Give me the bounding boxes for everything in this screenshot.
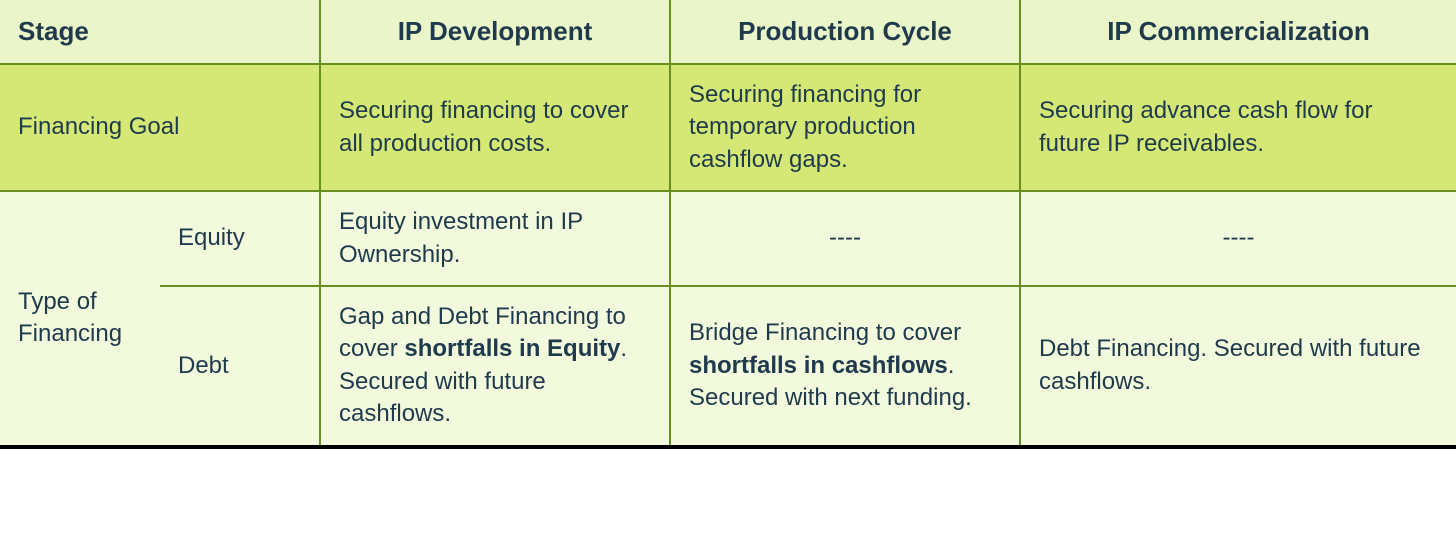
col-ip-commercialization: IP Commercialization: [1020, 0, 1456, 64]
row-label-financing-goal: Financing Goal: [0, 64, 320, 191]
table-header-row: Stage IP Development Production Cycle IP…: [0, 0, 1456, 64]
row-financing-goal: Financing Goal Securing financing to cov…: [0, 64, 1456, 191]
col-stage: Stage: [0, 0, 320, 64]
cell-debt-prod-cycle-bold: shortfalls in cashflows: [689, 352, 948, 379]
cell-debt-ip-dev: Gap and Debt Financing to cover shortfal…: [320, 286, 670, 445]
cell-debt-prod-cycle: Bridge Financing to cover shortfalls in …: [670, 286, 1020, 445]
col-ip-development: IP Development: [320, 0, 670, 64]
row-label-type-of-financing: Type of Financing: [0, 191, 160, 444]
cell-equity-ip-dev: Equity investment in IP Ownership.: [320, 191, 670, 286]
cell-debt-prod-cycle-pre: Bridge Financing to cover: [689, 319, 961, 346]
cell-debt-ip-comm: Debt Financing. Secured with future cash…: [1020, 286, 1456, 445]
cell-goal-ip-comm: Securing advance cash flow for future IP…: [1020, 64, 1456, 191]
subrow-label-debt: Debt: [160, 286, 320, 445]
financing-table: Stage IP Development Production Cycle IP…: [0, 0, 1456, 445]
cell-equity-ip-comm: ----: [1020, 191, 1456, 286]
cell-goal-ip-dev: Securing financing to cover all producti…: [320, 64, 670, 191]
cell-debt-ip-dev-bold: shortfalls in Equity: [404, 335, 620, 362]
cell-goal-prod-cycle: Securing financing for temporary product…: [670, 64, 1020, 191]
row-debt: Debt Gap and Debt Financing to cover sho…: [0, 286, 1456, 445]
financing-table-wrap: Stage IP Development Production Cycle IP…: [0, 0, 1456, 449]
col-production-cycle: Production Cycle: [670, 0, 1020, 64]
cell-equity-prod-cycle: ----: [670, 191, 1020, 286]
subrow-label-equity: Equity: [160, 191, 320, 286]
row-equity: Type of Financing Equity Equity investme…: [0, 191, 1456, 286]
